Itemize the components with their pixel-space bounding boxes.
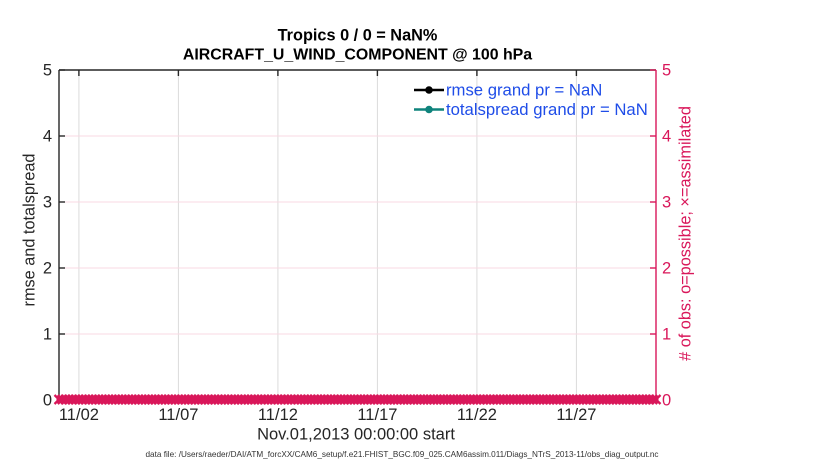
svg-text:11/17: 11/17 [357,406,397,424]
svg-text:totalspread grand pr = NaN: totalspread grand pr = NaN [446,100,648,119]
svg-text:4: 4 [43,128,52,146]
svg-text:11/22: 11/22 [457,406,497,424]
svg-text:1: 1 [43,326,52,344]
svg-text:5: 5 [662,62,671,80]
svg-text:11/02: 11/02 [59,406,99,424]
svg-text:1: 1 [662,326,671,344]
svg-text:2: 2 [43,260,52,278]
svg-text:4: 4 [662,128,671,146]
svg-text:11/07: 11/07 [158,406,198,424]
svg-text:# of obs: o=possible; ×=assimi: # of obs: o=possible; ×=assimilated [677,106,695,361]
svg-text:Nov.01,2013 00:00:00 start: Nov.01,2013 00:00:00 start [257,426,455,444]
svg-text:rmse grand pr = NaN: rmse grand pr = NaN [446,81,602,100]
svg-text:3: 3 [662,194,671,212]
svg-text:Tropics 0 / 0 = NaN%: Tropics 0 / 0 = NaN% [278,27,438,45]
svg-text:11/12: 11/12 [258,406,298,424]
svg-text:0: 0 [43,392,52,410]
svg-text:3: 3 [43,194,52,212]
svg-text:rmse and totalspread: rmse and totalspread [21,154,39,307]
svg-text:2: 2 [662,260,671,278]
svg-text:11/27: 11/27 [556,406,596,424]
svg-text:5: 5 [43,62,52,80]
svg-text:AIRCRAFT_U_WIND_COMPONENT @ 10: AIRCRAFT_U_WIND_COMPONENT @ 100 hPa [183,47,532,64]
svg-text:data file: /Users/raeder/DAI/A: data file: /Users/raeder/DAI/ATM_forcXX/… [145,450,658,459]
svg-text:0: 0 [662,392,671,410]
